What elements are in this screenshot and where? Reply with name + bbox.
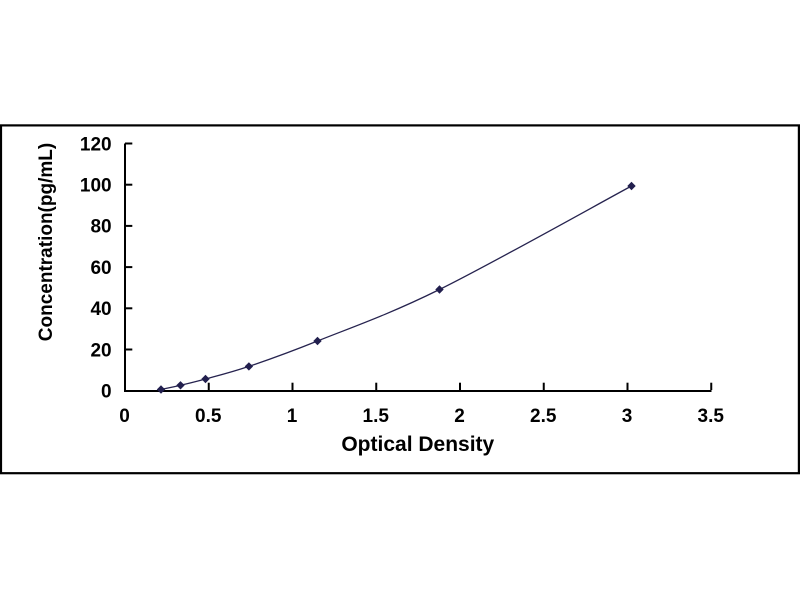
svg-text:120: 120 [80,134,112,155]
svg-text:Concentration(pg/mL): Concentration(pg/mL) [36,143,57,341]
svg-text:0: 0 [119,406,130,427]
svg-text:2: 2 [454,406,465,427]
svg-text:3: 3 [622,406,633,427]
svg-text:80: 80 [90,217,111,238]
svg-text:2.5: 2.5 [530,406,557,427]
svg-text:0.5: 0.5 [195,406,222,427]
svg-text:20: 20 [90,340,111,361]
svg-text:3.5: 3.5 [698,406,725,427]
svg-text:Optical Density: Optical Density [341,433,494,456]
svg-text:0: 0 [101,382,112,403]
svg-text:40: 40 [90,299,111,320]
svg-text:1: 1 [287,406,298,427]
svg-text:1.5: 1.5 [363,406,390,427]
svg-text:100: 100 [80,176,112,197]
svg-text:60: 60 [90,258,111,279]
